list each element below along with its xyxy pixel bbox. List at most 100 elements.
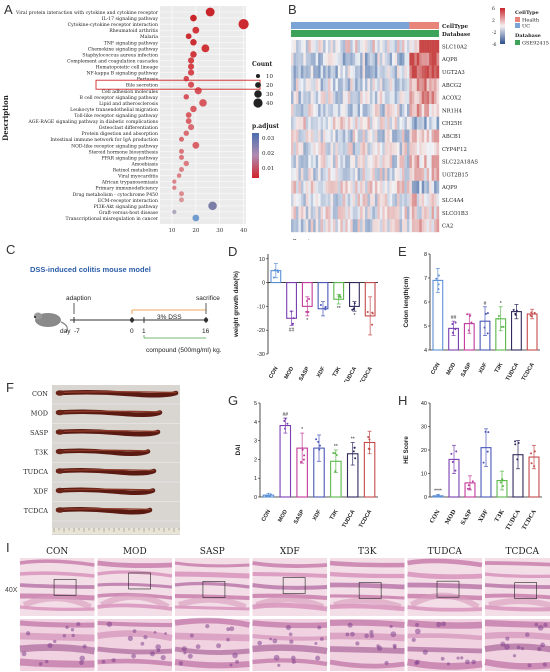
- heatmap-cell: [377, 155, 380, 169]
- count-footer: Count: [292, 239, 311, 240]
- significance-mark: *: [353, 313, 355, 319]
- heatmap-cell: [320, 78, 324, 92]
- heatmap-cell: [313, 219, 316, 233]
- heatmap-cell: [421, 116, 425, 130]
- model-title: DSS-induced colitis mouse model: [30, 265, 151, 274]
- heatmap-cell: [377, 91, 380, 105]
- heatmap-cell: [313, 52, 316, 66]
- group-label: TCDCA: [521, 508, 538, 531]
- heatmap-cell: [434, 78, 437, 92]
- heatmap-cell: [305, 91, 309, 105]
- heatmap-cell: [330, 219, 334, 233]
- heatmap-cell: [384, 104, 388, 117]
- data-point: [283, 427, 286, 430]
- heatmap-cell: [406, 91, 410, 105]
- heatmap-cell: [345, 168, 348, 181]
- pathway-dot: [185, 118, 192, 124]
- heatmap-cell: [323, 155, 326, 169]
- heatmap-cell: [303, 206, 306, 220]
- heatmap-cell: [300, 219, 304, 233]
- tissue-fold: [97, 560, 173, 569]
- data-point: [371, 312, 374, 315]
- heatmap-cell: [310, 65, 314, 79]
- heatmap-cell: [379, 78, 383, 92]
- sample-label: SASP: [30, 429, 49, 437]
- pathway-dot: [183, 94, 190, 100]
- data-point: [269, 495, 272, 498]
- heatmap-colorbar: [500, 8, 505, 44]
- heatmap-cell: [377, 219, 380, 233]
- pathway-label: Cytokine-cytokine receptor interaction: [68, 22, 158, 28]
- heatmap-cell: [382, 116, 385, 130]
- heatmap-cell: [434, 40, 437, 53]
- compound-label: compound (500mg/ml) kg.: [146, 347, 222, 354]
- heatmap-cell: [293, 155, 297, 169]
- pathway-label: Graft-versus-host disease: [99, 210, 158, 216]
- heatmap-cell: [342, 116, 346, 130]
- pathway-label: Bile secretion: [126, 83, 158, 89]
- heatmap-cell: [394, 180, 398, 194]
- heatmap-cell: [419, 129, 422, 143]
- heatmap-cell: [387, 65, 390, 79]
- heatmap-cell: [360, 155, 363, 169]
- heatmap-cell: [323, 168, 326, 181]
- cecum: [56, 429, 64, 435]
- heatmap-cell: [305, 65, 309, 79]
- nucleus-cluster: [143, 635, 148, 640]
- legend-celltype-title: CellType: [515, 10, 539, 16]
- tissue-fold: [252, 583, 328, 590]
- x-tick: 40: [240, 228, 247, 234]
- heatmap-cell: [347, 142, 351, 156]
- heatmap-cell: [372, 104, 376, 117]
- heatmap-cell: [300, 129, 304, 143]
- significance-mark: ##: [283, 412, 289, 418]
- pathway-label: Staphylococcus aureus infection: [82, 52, 158, 58]
- heatmap-cell: [431, 91, 435, 105]
- heatmap-cell: [431, 129, 435, 143]
- heatmap-cell: [332, 116, 336, 130]
- heatmap-cell: [350, 104, 353, 117]
- heatmap-cell: [318, 180, 321, 194]
- heatmap-cell: [295, 116, 299, 130]
- nucleus-cluster: [315, 655, 321, 661]
- group-label: SASP: [460, 508, 474, 526]
- heatmap-cell: [414, 206, 417, 220]
- data-point: [324, 308, 327, 311]
- nucleus-cluster: [76, 622, 81, 627]
- heatmap-cell: [411, 104, 415, 117]
- nucleus-cluster: [289, 639, 294, 644]
- heatmap-cell: [357, 104, 361, 117]
- heatmap-cell: [303, 78, 306, 92]
- heatmap-cell: [411, 180, 415, 194]
- heatmap-cell: [434, 180, 437, 194]
- pathway-label: NF-kappa B signaling pathway: [86, 71, 158, 77]
- scale-tick: -2: [492, 30, 497, 36]
- heatmap-cell: [318, 155, 321, 169]
- tissue-fold: [484, 572, 550, 579]
- heatmap-cell: [305, 52, 309, 66]
- heatmap-cell: [325, 40, 329, 53]
- tissue-fold: [19, 571, 95, 578]
- heatmap-cell: [325, 206, 329, 220]
- heatmap-cell: [313, 104, 316, 117]
- heatmap-cell: [310, 116, 314, 130]
- data-point: [272, 276, 275, 279]
- heatmap-cell: [374, 65, 378, 79]
- heatmap-cell: [374, 116, 378, 130]
- nucleus-cluster: [512, 654, 517, 658]
- heatmap-cell: [374, 40, 378, 53]
- heatmap-cell: [318, 168, 321, 181]
- heatmap-cell: [365, 78, 368, 92]
- heatmap-cell: [404, 52, 408, 66]
- heatmap-cell: [313, 129, 316, 143]
- y-tick-label: 6: [424, 300, 427, 306]
- significance-mark: *: [301, 427, 303, 433]
- heatmap-cell: [399, 168, 403, 181]
- y-tick-label: 0: [254, 495, 257, 501]
- heatmap-cell: [365, 65, 368, 79]
- heatmap-cell: [318, 40, 321, 53]
- heatmap-cell: [409, 65, 413, 79]
- heatmap-cell: [357, 52, 361, 66]
- heatmap-cell: [424, 129, 427, 143]
- heatmap-cell: [411, 116, 415, 130]
